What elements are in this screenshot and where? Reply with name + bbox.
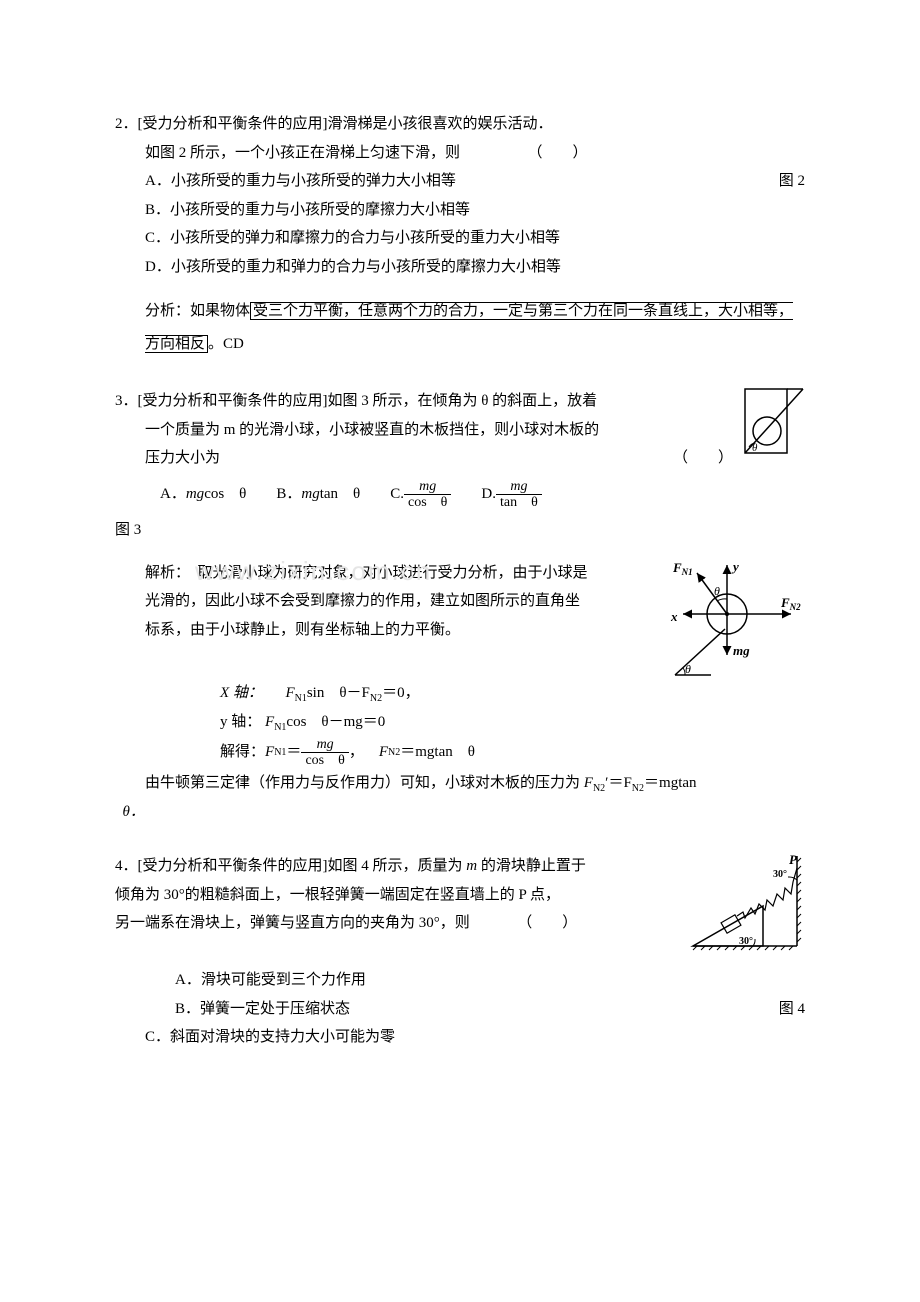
q3-stem-3-text: 压力大小为 <box>145 450 220 466</box>
q3-sol-2: 光滑的，因此小球不会受到摩擦力的作用，建立如图所示的直角坐 <box>115 587 655 616</box>
q4-optC: C．斜面对滑块的支持力大小可能为零 <box>115 1023 805 1052</box>
q3-stem-1: 3．[受力分析和平衡条件的应用]如图 3 所示，在倾角为 θ 的斜面上，放着 <box>115 387 733 416</box>
q3-figure-axes: y x FN1 FN2 mg θ θ <box>665 559 805 679</box>
svg-text:FN2: FN2 <box>780 595 801 612</box>
q3-yaxis: y 轴： FN1cos θ－mg＝0 <box>115 708 805 737</box>
q2-optA-row: A．小孩所受的重力与小孩所受的弹力大小相等 图 2 <box>115 167 805 196</box>
q2-optB: B．小孩所受的重力与小孩所受的摩擦力大小相等 <box>115 196 805 225</box>
q4-stem-1: 4．[受力分析和平衡条件的应用]如图 4 所示，质量为 m 的滑块静止置于 <box>115 852 675 881</box>
question-2: 2．[受力分析和平衡条件的应用]滑滑梯是小孩很喜欢的娱乐活动． 如图 2 所示，… <box>115 110 805 361</box>
q3-figure-incline: θ <box>743 387 805 455</box>
q4-stem-3: 另一端系在滑块上，弹簧与竖直方向的夹角为 30°，则 （ ） <box>115 909 675 938</box>
q3-newton: 由牛顿第三定律（作用力与反作用力）可知，小球对木板的压力为 FN2′＝FN2＝m… <box>115 769 805 798</box>
q3-result: 解得： FN1 ＝ mgcos θ ， FN2 ＝mgtan θ <box>115 737 805 769</box>
svg-text:30°: 30° <box>773 869 787 880</box>
q3-options: A．mgcos θ B．mgtan θ C. mgcos θ D. mgtan … <box>115 479 805 511</box>
svg-text:θ: θ <box>685 662 691 676</box>
q3-fig-label: 图 3 <box>115 516 805 545</box>
svg-text:y: y <box>731 559 739 574</box>
q3-sol-3: 标系，由于小球静止，则有坐标轴上的力平衡。 <box>115 616 655 645</box>
q4-optB-row: B．弹簧一定处于压缩状态 图 4 <box>115 995 805 1024</box>
q2-analysis-prefix: 分析：如果物体 <box>145 303 250 319</box>
svg-text:P: P <box>789 852 798 867</box>
q4-optA: A．滑块可能受到三个力作用 <box>115 966 805 995</box>
q2-blank: （ ） <box>528 145 588 161</box>
q3-sol-1: 解析： 取光滑小球为研究对象，对小球进行受力分析，由于小球是 <box>115 559 655 588</box>
q3-optC: C. mgcos θ <box>390 479 451 511</box>
q3-xaxis: X 轴： FN1sin θ－FN2＝0， <box>115 679 805 708</box>
q3-newton-2: θ． <box>115 798 805 827</box>
q4-optB: B．弹簧一定处于压缩状态 <box>175 1001 350 1017</box>
svg-text:mg: mg <box>733 643 750 658</box>
q3-fig-theta: θ <box>752 442 758 454</box>
svg-text:30°: 30° <box>739 936 753 947</box>
svg-text:x: x <box>670 609 678 624</box>
q3-optA: A．mgcos θ <box>160 479 246 511</box>
question-4: 4．[受力分析和平衡条件的应用]如图 4 所示，质量为 m 的滑块静止置于 倾角… <box>115 852 805 1052</box>
question-3: 3．[受力分析和平衡条件的应用]如图 3 所示，在倾角为 θ 的斜面上，放着 一… <box>115 387 805 826</box>
q3-optD: D. mgtan θ <box>481 479 541 511</box>
svg-text:θ: θ <box>714 584 720 598</box>
q2-analysis-suffix: 。CD <box>208 336 244 352</box>
q2-stem-2-text: 如图 2 所示，一个小孩正在滑梯上匀速下滑，则 <box>145 145 460 161</box>
q2-analysis: 分析：如果物体受三个力平衡，任意两个力的合力，一定与第三个力在同一条直线上，大小… <box>115 295 805 361</box>
svg-text:FN1: FN1 <box>672 560 693 577</box>
q3-stem-2: 一个质量为 m 的光滑小球，小球被竖直的木板挡住，则小球对木板的 <box>115 416 733 445</box>
q4-stem-2: 倾角为 30°的粗糙斜面上，一根轻弹簧一端固定在竖直墙上的 P 点， <box>115 881 675 910</box>
q3-stem-3: 压力大小为 （ ） <box>115 444 733 473</box>
q4-fig-label: 图 4 <box>779 995 805 1024</box>
q2-fig-label: 图 2 <box>779 167 805 196</box>
q2-stem-1: 2．[受力分析和平衡条件的应用]滑滑梯是小孩很喜欢的娱乐活动． <box>115 110 805 139</box>
q4-figure: P 30° 30° <box>685 852 805 952</box>
q3-blank: （ ） <box>673 444 733 473</box>
q2-stem-2: 如图 2 所示，一个小孩正在滑梯上匀速下滑，则 （ ） <box>115 139 805 168</box>
q2-optC: C．小孩所受的弹力和摩擦力的合力与小孩所受的重力大小相等 <box>115 224 805 253</box>
q2-optA: A．小孩所受的重力与小孩所受的弹力大小相等 <box>145 173 456 189</box>
q3-optB: B．mgtan θ <box>276 479 360 511</box>
q2-optD: D．小孩所受的重力和弹力的合力与小孩所受的摩擦力大小相等 <box>115 253 805 282</box>
